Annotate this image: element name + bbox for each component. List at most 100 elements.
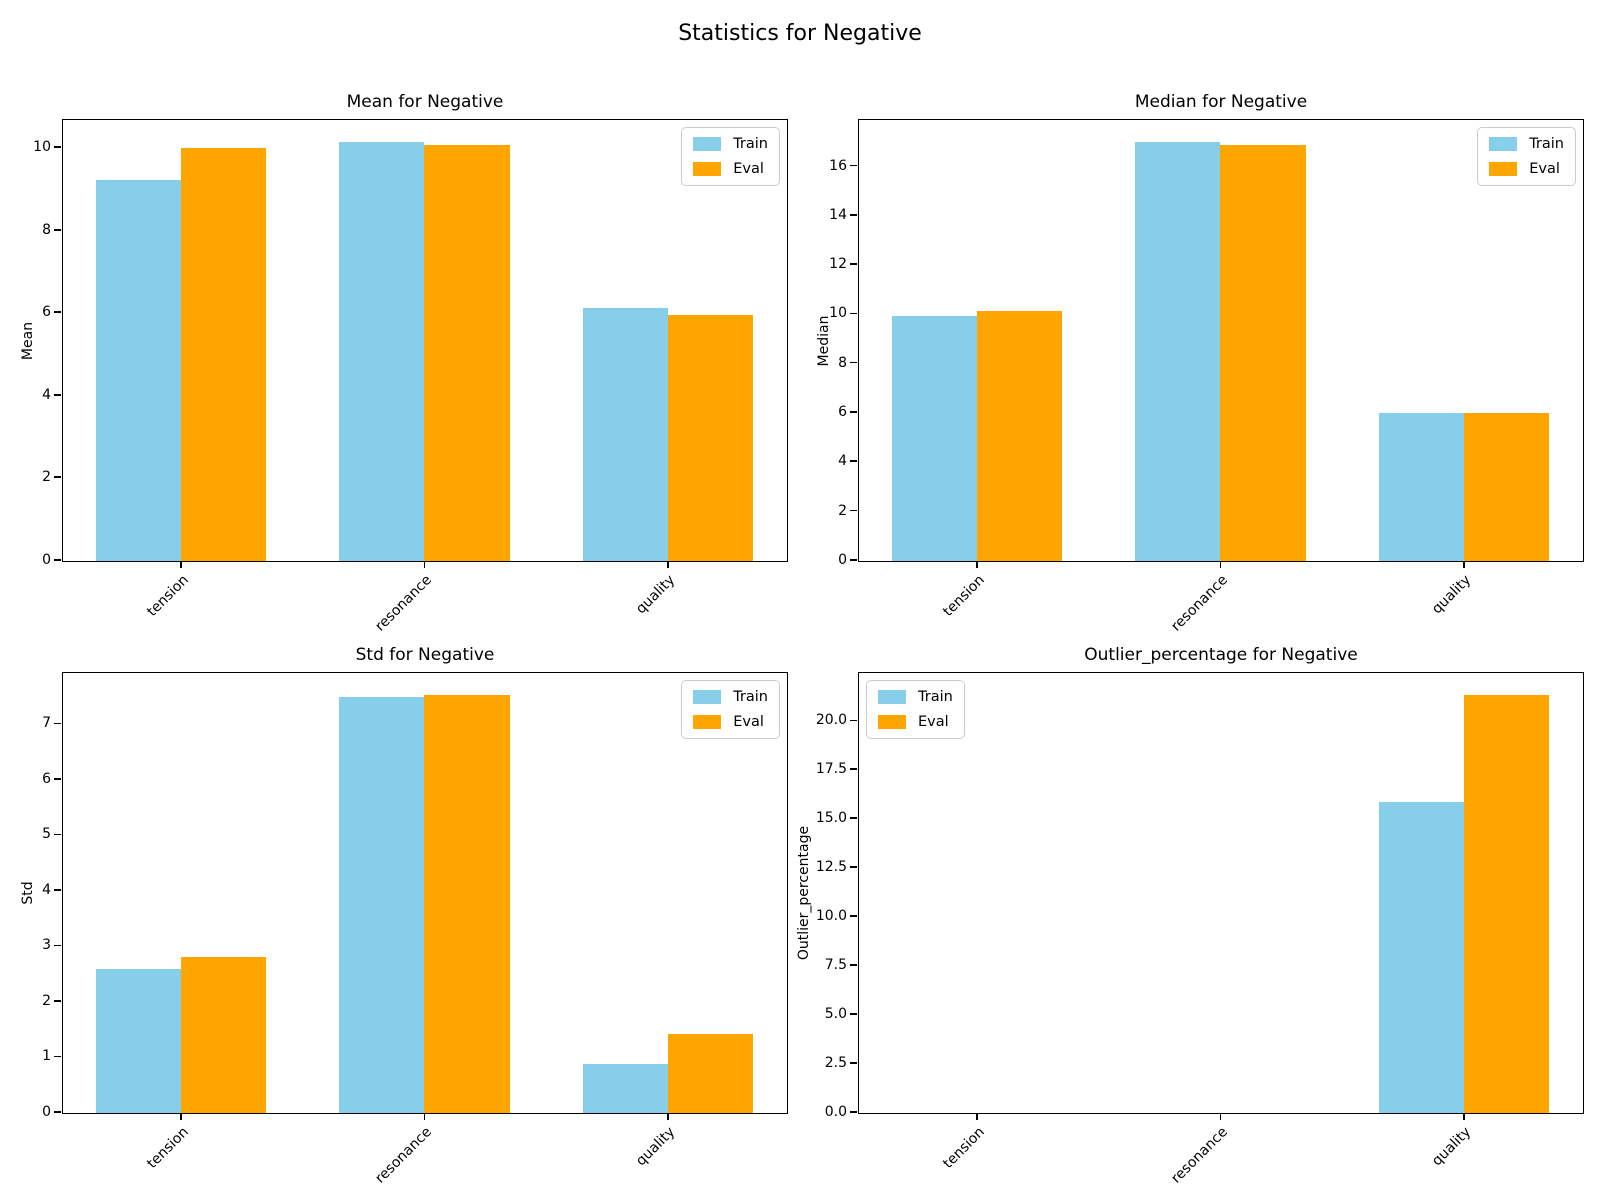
legend-entry-train: Train [693,136,768,152]
y-axis-tick-label: 10.0 [815,908,847,925]
y-axis-tick [54,393,62,396]
y-axis-tick [850,866,858,868]
subplot-std-title: Std for Negative [355,645,495,665]
x-axis-tick [423,1113,426,1120]
y-axis-tick-label: 7 [42,715,51,732]
x-axis-tick-label-tension: tension [143,571,192,620]
subplot-outlier-percentage-title: Outlier_percentage for Negative [1084,645,1358,665]
x-axis-tick-label-quality: quality [633,571,679,617]
y-axis-tick [850,164,858,167]
y-axis-tick-label: 4 [42,386,51,403]
legend-entry-eval: Eval [693,714,768,730]
legend-label-train: Train [1529,136,1564,152]
y-axis-tick-label: 2 [42,992,51,1009]
y-axis-tick [850,361,858,364]
bar-train-tension [891,316,978,561]
y-axis-tick-label: 0 [42,1103,51,1120]
bar-eval-quality [1463,413,1549,561]
y-axis-tick [850,214,858,216]
y-axis-tick-label: 7.5 [824,957,847,973]
y-axis-tick-label: 4 [42,881,51,898]
legend: Train Eval [681,127,780,186]
bar-eval-quality [667,1033,753,1113]
x-axis-tick [180,561,182,568]
y-axis-tick-label: 2 [42,469,51,486]
y-axis-tick [850,1062,858,1064]
y-axis-tick-label: 5.0 [824,1005,847,1022]
y-axis-tick-label: 0 [838,551,847,568]
figure-suptitle: Statistics for Negative [678,21,922,46]
y-axis-tick [850,1013,858,1015]
y-axis-tick [54,722,62,725]
y-axis-tick [54,778,62,780]
bar-train-quality [1378,801,1464,1113]
y-axis-tick-label: 15.0 [815,810,847,827]
x-axis-tick [423,561,426,568]
y-axis-tick [850,559,858,561]
subplot-median-title: Median for Negative [1134,92,1308,112]
x-axis-tick-label-resonance: resonance [372,1123,435,1187]
y-axis-tick-label: 17.5 [815,761,847,778]
y-axis-tick [850,768,858,771]
y-axis-tick [850,1111,858,1113]
legend-label-eval: Eval [733,161,764,177]
x-axis-tick-label-resonance: resonance [1168,1123,1231,1187]
y-axis-tick-label: 6 [838,403,847,420]
y-axis-tick [850,312,858,315]
bar-eval-quality [1463,695,1549,1113]
subplot-mean-y-axis-label: Mean [20,321,36,360]
y-axis-tick [54,1055,62,1058]
x-axis-tick-label-quality: quality [1429,1123,1475,1169]
subplot-median: Median for Negative Median 0 2 4 6 8 10 12 14 16… [816,92,1584,634]
y-axis-tick-label: 12 [829,256,847,273]
y-axis-tick [54,311,62,314]
legend-swatch-eval [1489,162,1518,176]
bar-eval-resonance [424,695,510,1113]
y-axis-tick [54,476,62,479]
x-axis-tick [666,561,669,568]
y-axis-tick-label: 20.0 [815,712,847,729]
y-axis-tick [850,460,858,463]
y-axis-tick-label: 6 [42,304,51,321]
x-axis-tick [1462,561,1465,568]
bar-train-quality [582,307,668,561]
legend-swatch-train [1489,137,1518,151]
x-axis-tick-label-resonance: resonance [372,571,435,635]
y-axis-tick-label: 2 [838,502,847,519]
y-axis-tick [850,719,858,722]
y-axis-tick-label: 10 [33,139,51,156]
bar-eval-tension [977,311,1063,561]
bar-eval-resonance [424,144,510,561]
y-axis-tick [54,944,62,947]
x-axis-tick [1219,1113,1222,1120]
legend-label-train: Train [733,689,768,705]
legend: Train Eval [866,680,965,739]
y-axis-tick-label: 16 [829,157,847,174]
y-axis-tick [54,833,62,836]
legend-label-train: Train [918,689,953,705]
legend-entry-eval: Eval [693,161,768,177]
subplot-mean: Mean for Negative Mean 0 2 4 6 8 10 tension res… [20,92,788,634]
bar-train-resonance [1135,142,1221,561]
legend-entry-train: Train [693,689,768,705]
subplot-outlier-percentage-y-axis-label: Outlier_percentage [796,825,812,961]
y-axis-tick [850,263,858,265]
x-axis-tick [180,1113,182,1120]
legend-entry-train: Train [1489,136,1564,152]
y-axis-tick [850,915,858,917]
legend-swatch-train [693,690,722,704]
y-axis-tick-label: 8 [42,221,51,238]
bar-eval-quality [667,315,753,561]
y-axis-tick [850,411,858,413]
y-axis-tick [850,509,858,512]
legend-swatch-train [878,690,906,704]
y-axis-tick-label: 4 [838,453,847,470]
y-axis-tick [54,559,62,561]
bar-train-quality [582,1063,668,1113]
y-axis-tick-label: 0.0 [824,1103,847,1120]
y-axis-tick-label: 0 [42,551,51,568]
legend-label-eval: Eval [733,714,764,730]
legend-swatch-train [693,137,722,151]
y-axis-tick-label: 1 [42,1048,51,1065]
x-axis-tick-label-resonance: resonance [1168,571,1231,635]
